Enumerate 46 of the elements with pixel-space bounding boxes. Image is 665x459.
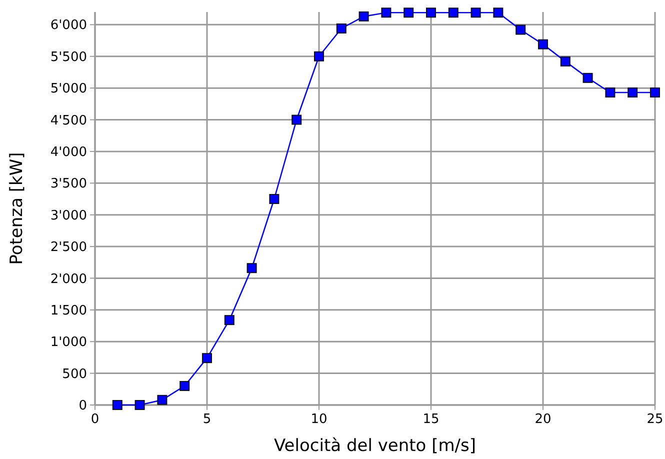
x-tick-label: 5: [202, 412, 212, 427]
y-tick-label: 6'000: [50, 18, 87, 34]
point: [224, 315, 234, 326]
point: [538, 39, 548, 50]
point: [628, 88, 638, 98]
x-tick-label: 25: [646, 412, 664, 427]
y-tick-label: 4'500: [50, 113, 87, 128]
y-axis-title: Potenza [kW]: [7, 152, 27, 265]
point: [381, 8, 392, 18]
point: [516, 24, 526, 35]
point: [358, 11, 369, 22]
point: [605, 88, 616, 98]
x-tick-label: 20: [534, 412, 552, 427]
point: [292, 114, 302, 125]
x-tick-label: 10: [310, 412, 328, 427]
y-tick-label: 0: [78, 398, 87, 414]
point: [470, 8, 481, 18]
y-tick-label: 2'500: [50, 240, 87, 256]
point: [582, 72, 593, 83]
y-tick-label: 2'000: [50, 272, 87, 287]
point: [493, 8, 504, 18]
y-tick-label: 500: [62, 366, 87, 382]
x-axis-title: Velocità del vento [m/s]: [274, 436, 476, 456]
y-tick-label: 3'500: [50, 176, 87, 192]
y-tick-label: 1'500: [50, 303, 87, 318]
point: [180, 380, 190, 391]
y-tick-label: 4'000: [50, 145, 87, 160]
point: [404, 8, 414, 18]
x-tick-label: 15: [422, 412, 440, 427]
point: [157, 394, 168, 405]
y-tick-label: 5'500: [50, 50, 87, 65]
y-tick-label: 1'000: [50, 335, 87, 350]
point: [560, 56, 570, 66]
point: [314, 51, 324, 62]
point: [426, 8, 436, 18]
point: [650, 88, 660, 98]
point: [336, 23, 346, 34]
y-tick-label: 3'000: [50, 208, 87, 224]
y-tick-label: 5'000: [50, 82, 87, 97]
point: [202, 353, 212, 364]
point: [269, 194, 280, 204]
x-tick-label: 0: [90, 412, 100, 427]
point: [134, 400, 145, 410]
point: [448, 8, 458, 18]
point: [112, 400, 122, 410]
point: [246, 263, 257, 274]
